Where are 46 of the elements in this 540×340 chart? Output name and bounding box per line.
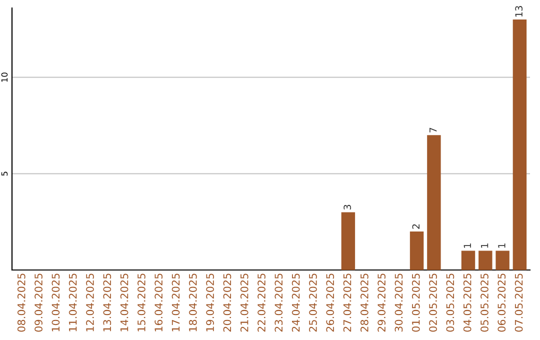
x-tick-label: 28.04.2025 xyxy=(360,274,368,332)
x-tick-label: 07.05.2025 xyxy=(514,274,523,332)
x-tick-label: 08.04.2025 xyxy=(17,274,26,332)
data-label: 3 xyxy=(344,204,352,210)
data-label: 1 xyxy=(464,244,471,248)
x-tick-label: 17.04.2025 xyxy=(172,274,180,332)
x-tick-label: 05.05.2025 xyxy=(480,274,488,332)
x-tick-label: 02.05.2025 xyxy=(429,274,437,332)
data-label: 13 xyxy=(515,6,523,17)
x-tick-label: 12.04.2025 xyxy=(86,274,94,332)
x-tick-label: 25.04.2025 xyxy=(309,274,317,332)
x-tick-label: 13.04.2025 xyxy=(103,274,112,332)
data-label: 2 xyxy=(412,224,420,229)
x-tick-label: 03.05.2025 xyxy=(446,274,454,332)
y-tick-label: 10 xyxy=(1,72,8,82)
x-tick-label: 14.04.2025 xyxy=(120,274,128,332)
data-label: 1 xyxy=(498,244,506,248)
bar xyxy=(341,212,356,270)
y-tick-label: 5 xyxy=(1,172,8,176)
x-tick-label: 20.04.2025 xyxy=(223,274,232,332)
x-tick-label: 16.04.2025 xyxy=(154,274,163,332)
x-tick-label: 21.04.2025 xyxy=(240,274,248,332)
bar xyxy=(478,250,492,270)
x-tick-label: 23.04.2025 xyxy=(274,274,283,332)
x-tick-label: 01.05.2025 xyxy=(412,274,420,332)
x-tick-label: 19.04.2025 xyxy=(206,274,214,332)
x-tick-label: 09.04.2025 xyxy=(34,274,42,332)
x-tick-label: 10.04.2025 xyxy=(52,274,60,332)
data-label: 1 xyxy=(481,244,488,248)
x-tick-label: 26.04.2025 xyxy=(326,274,334,332)
x-tick-label: 04.05.2025 xyxy=(463,274,472,332)
bar xyxy=(512,20,527,270)
data-label: 7 xyxy=(430,128,437,132)
x-tick-label: 30.04.2025 xyxy=(394,274,403,332)
bar xyxy=(461,250,476,270)
x-tick-label: 24.04.2025 xyxy=(292,274,300,332)
x-tick-label: 18.04.2025 xyxy=(188,274,197,332)
x-tick-label: 15.04.2025 xyxy=(138,274,146,332)
x-tick-label: 29.04.2025 xyxy=(378,274,386,332)
bar xyxy=(496,250,510,270)
x-tick-label: 06.05.2025 xyxy=(498,274,506,332)
bar xyxy=(427,135,441,270)
bar xyxy=(410,231,424,270)
x-tick-label: 11.04.2025 xyxy=(68,274,77,332)
x-tick-label: 22.04.2025 xyxy=(258,274,266,332)
x-tick-label: 27.04.2025 xyxy=(343,274,352,332)
